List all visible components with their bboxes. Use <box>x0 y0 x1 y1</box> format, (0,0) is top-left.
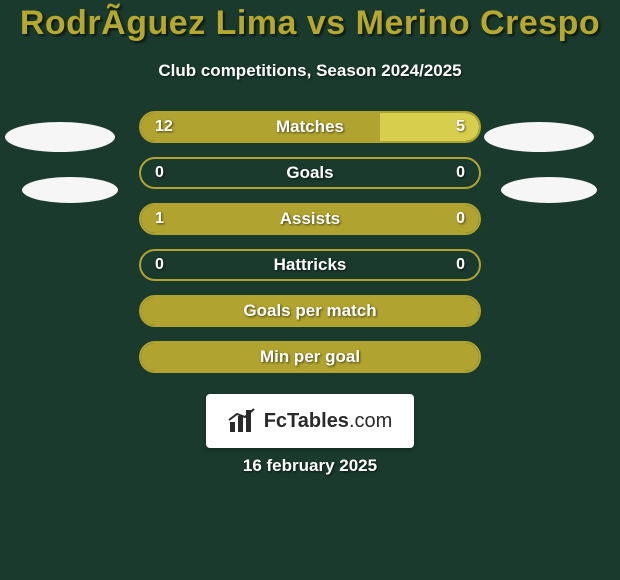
stat-label: Hattricks <box>141 251 479 279</box>
decorative-ellipse <box>484 122 594 152</box>
page-title: RodrÃ­guez Lima vs Merino Crespo <box>0 0 620 43</box>
date-label: 16 february 2025 <box>0 456 620 476</box>
decorative-ellipse <box>5 122 115 152</box>
logo-name: FcTables <box>264 410 349 432</box>
page-subtitle: Club competitions, Season 2024/2025 <box>0 61 620 81</box>
stat-label: Goals <box>141 159 479 187</box>
stat-value-right: 0 <box>456 251 465 279</box>
stat-row: Goals0 0 <box>139 157 481 189</box>
site-logo[interactable]: FcTables.com <box>206 394 414 448</box>
logo-suffix: .com <box>349 410 392 432</box>
stat-value-right: 0 <box>456 159 465 187</box>
decorative-ellipse <box>501 177 597 203</box>
stat-value-left: 0 <box>155 159 164 187</box>
stat-row: Min per goal <box>139 341 481 373</box>
stat-row: Goals per match <box>139 295 481 327</box>
stat-fill-left <box>141 113 380 141</box>
stat-value-left: 1 <box>155 205 164 233</box>
stat-row: Matches125 <box>139 111 481 143</box>
stat-value-left: 12 <box>155 113 173 141</box>
decorative-ellipse <box>22 177 118 203</box>
stat-value-right: 0 <box>456 205 465 233</box>
stat-row: Assists10 <box>139 203 481 235</box>
comparison-canvas: RodrÃ­guez Lima vs Merino Crespo Club co… <box>0 0 620 580</box>
stat-fill-left <box>141 205 479 233</box>
chart-icon <box>228 408 256 434</box>
stat-fill-left <box>141 343 479 371</box>
stat-value-right: 5 <box>456 113 465 141</box>
stat-value-left: 0 <box>155 251 164 279</box>
stat-fill-left <box>141 297 479 325</box>
stat-row: Hattricks0 0 <box>139 249 481 281</box>
logo-text: FcTables.com <box>264 410 393 433</box>
